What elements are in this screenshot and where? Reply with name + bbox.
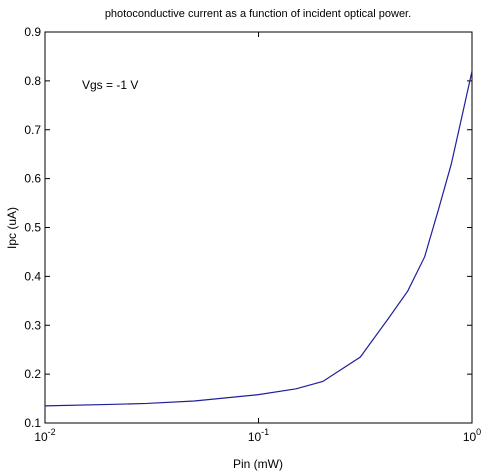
- chart-title: photoconductive current as a function of…: [105, 8, 411, 20]
- x-tick-label: 10-1: [248, 427, 269, 444]
- x-tick-base: 10: [34, 430, 48, 444]
- x-tick-exponent: -2: [48, 427, 56, 437]
- y-tick-label: 0.9: [24, 25, 41, 39]
- x-tick-label: 100: [463, 427, 481, 444]
- y-tick-label: 0.3: [24, 318, 41, 332]
- x-tick-label: 10-2: [34, 427, 55, 444]
- y-tick-label: 0.1: [24, 416, 41, 430]
- y-tick-label: 0.7: [24, 123, 41, 137]
- y-tick-label: 0.8: [24, 74, 41, 88]
- x-tick-base: 10: [463, 430, 477, 444]
- x-axis-label: Pin (mW): [233, 457, 283, 471]
- y-tick-label: 0.2: [24, 367, 41, 381]
- y-tick-label: 0.4: [24, 269, 41, 283]
- x-tick-base: 10: [248, 430, 262, 444]
- x-tick-exponent: -1: [261, 427, 269, 437]
- y-tick-label: 0.5: [24, 221, 41, 235]
- annotation: Vgs = -1 V: [82, 78, 138, 92]
- x-tick-exponent: 0: [476, 427, 481, 437]
- y-tick-label: 0.6: [24, 172, 41, 186]
- data-line: [44, 70, 473, 407]
- y-axis-label: Ipc (uA): [5, 207, 19, 249]
